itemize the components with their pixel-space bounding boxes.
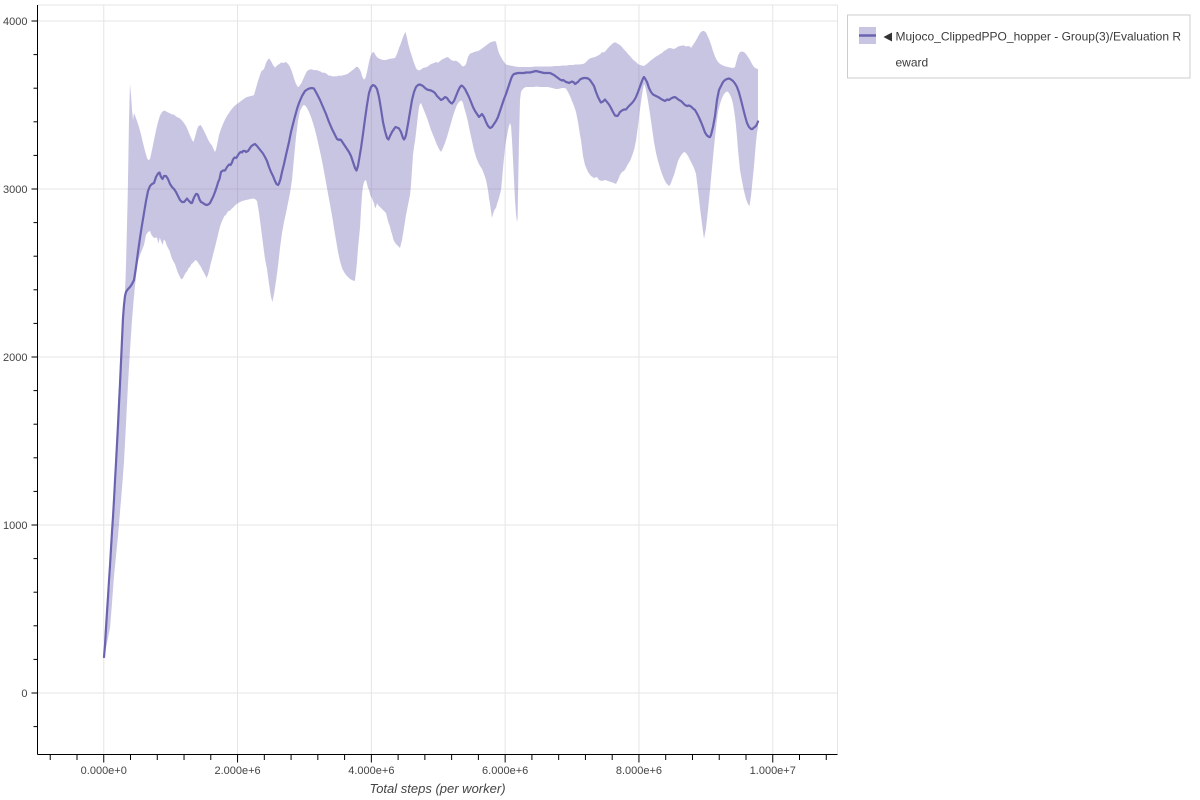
svg-text:eward: eward xyxy=(896,56,929,70)
svg-text:Total steps (per worker): Total steps (per worker) xyxy=(369,781,505,796)
svg-text:4000: 4000 xyxy=(3,16,27,28)
svg-text:6.000e+6: 6.000e+6 xyxy=(482,765,528,777)
svg-text:4.000e+6: 4.000e+6 xyxy=(348,765,394,777)
svg-text:1000: 1000 xyxy=(3,520,27,532)
svg-text:1.000e+7: 1.000e+7 xyxy=(750,765,796,777)
svg-text:Mujoco_ClippedPPO_hopper - Gro: Mujoco_ClippedPPO_hopper - Group(3)/Eval… xyxy=(896,30,1182,44)
svg-text:0.000e+0: 0.000e+0 xyxy=(81,765,127,777)
svg-text:8.000e+6: 8.000e+6 xyxy=(616,765,662,777)
svg-text:2.000e+6: 2.000e+6 xyxy=(214,765,260,777)
svg-text:3000: 3000 xyxy=(3,184,27,196)
svg-text:0: 0 xyxy=(21,688,27,700)
svg-text:2000: 2000 xyxy=(3,352,27,364)
